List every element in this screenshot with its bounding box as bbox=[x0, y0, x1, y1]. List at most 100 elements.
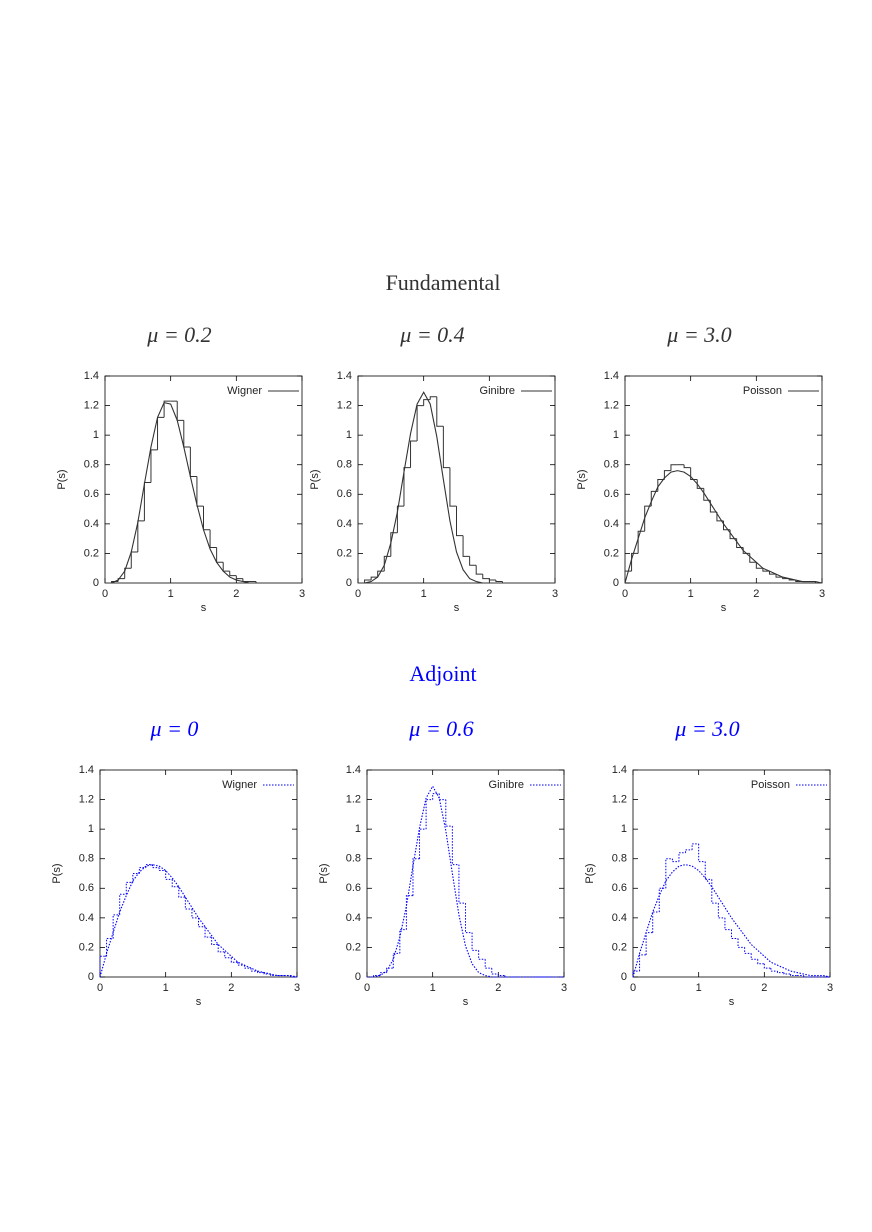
x-tick-label: 3 bbox=[299, 588, 305, 600]
histogram-bin bbox=[224, 951, 232, 959]
plot-frame bbox=[104, 375, 303, 584]
x-tick-label: 3 bbox=[819, 588, 825, 600]
y-tick-label: 0.8 bbox=[84, 459, 99, 471]
histogram-bin bbox=[217, 944, 225, 953]
y-tick-label: 0.2 bbox=[604, 547, 619, 559]
y-tick-label: 0.6 bbox=[346, 882, 361, 894]
y-tick-label: 1.4 bbox=[84, 370, 99, 382]
y-tick-label: 0.8 bbox=[337, 459, 352, 471]
histogram-bin bbox=[685, 849, 693, 853]
x-tick-label: 2 bbox=[495, 982, 501, 994]
y-tick-label: 0.8 bbox=[604, 459, 619, 471]
legend-label: Poisson bbox=[743, 385, 782, 397]
y-tick-label: 0.4 bbox=[84, 518, 99, 530]
legend-label: Wigner bbox=[222, 779, 257, 791]
histogram-bin bbox=[132, 873, 140, 883]
histogram-bin bbox=[403, 467, 411, 507]
y-tick-label: 0.8 bbox=[346, 853, 361, 865]
histogram-bin bbox=[755, 562, 763, 569]
y-tick-label: 0.6 bbox=[604, 488, 619, 500]
histogram-bin bbox=[451, 826, 459, 866]
histogram-bin bbox=[130, 551, 138, 569]
histogram-bin bbox=[445, 799, 453, 827]
histogram-bin bbox=[392, 952, 400, 969]
y-tick-label: 0.2 bbox=[612, 941, 627, 953]
histogram-bin bbox=[783, 972, 791, 975]
histogram-bin bbox=[768, 571, 777, 575]
histogram-bin bbox=[711, 879, 719, 904]
y-tick-label: 0 bbox=[355, 971, 361, 983]
histogram-bin bbox=[211, 937, 219, 945]
chart-title: μ = 0.2 bbox=[146, 322, 211, 347]
plot-frame bbox=[624, 375, 823, 584]
histogram-bin bbox=[504, 975, 512, 978]
histogram-bin bbox=[690, 467, 698, 480]
curve bbox=[367, 785, 564, 978]
y-tick-label: 1.4 bbox=[604, 370, 619, 382]
chart-title: μ = 0.6 bbox=[408, 716, 473, 741]
x-tick-label: 2 bbox=[233, 588, 239, 600]
section-title: Fundamental bbox=[386, 270, 501, 295]
x-tick-label: 0 bbox=[630, 982, 636, 994]
x-tick-label: 0 bbox=[355, 588, 361, 600]
legend-label: Wigner bbox=[227, 385, 262, 397]
histogram-bin bbox=[163, 400, 171, 418]
histogram-bin bbox=[658, 887, 666, 912]
histogram-bin bbox=[495, 580, 503, 583]
curve bbox=[358, 391, 555, 584]
legend-label: Ginibre bbox=[489, 779, 524, 791]
histogram-bin bbox=[183, 420, 191, 448]
histogram-bin bbox=[196, 476, 204, 507]
histogram-bin bbox=[762, 568, 770, 572]
histogram-bin bbox=[432, 793, 440, 800]
histogram-bin bbox=[645, 932, 653, 955]
x-tick-label: 0 bbox=[102, 588, 108, 600]
histogram-bin bbox=[436, 396, 444, 427]
y-tick-label: 0.4 bbox=[604, 518, 619, 530]
histogram-bin bbox=[691, 843, 699, 850]
y-tick-label: 1 bbox=[613, 429, 619, 441]
y-tick-label: 1.2 bbox=[79, 793, 94, 805]
y-tick-label: 0.8 bbox=[79, 853, 94, 865]
plot-frame bbox=[357, 375, 556, 584]
histogram-bin bbox=[158, 867, 166, 872]
histogram-bin bbox=[176, 401, 184, 421]
histogram-bin bbox=[222, 562, 230, 572]
histogram-bin bbox=[776, 971, 785, 974]
x-tick-label: 2 bbox=[228, 982, 234, 994]
histogram-bin bbox=[665, 858, 673, 889]
curve bbox=[632, 864, 831, 978]
histogram-bin bbox=[491, 968, 499, 975]
x-tick-label: 3 bbox=[827, 982, 833, 994]
histogram-bin bbox=[405, 895, 413, 930]
y-tick-label: 0.8 bbox=[612, 853, 627, 865]
histogram-bin bbox=[698, 843, 706, 863]
legend-label: Ginibre bbox=[480, 385, 515, 397]
histogram-bin bbox=[671, 858, 679, 863]
histogram-bin bbox=[165, 870, 173, 880]
plot-frame bbox=[366, 769, 565, 978]
histogram-bin bbox=[731, 929, 739, 940]
histogram-bin bbox=[390, 532, 398, 557]
curve bbox=[624, 470, 823, 584]
histogram-bin bbox=[416, 405, 424, 442]
y-tick-label: 0.4 bbox=[346, 912, 361, 924]
histogram-bin bbox=[683, 464, 691, 469]
histogram-bin bbox=[396, 505, 404, 533]
histogram-bin bbox=[482, 574, 490, 580]
y-tick-label: 1 bbox=[346, 429, 352, 441]
histogram-bin bbox=[119, 893, 127, 915]
histogram-bin bbox=[157, 416, 165, 450]
histogram-bin bbox=[663, 470, 671, 480]
histogram-bin bbox=[763, 963, 771, 969]
x-tick-label: 2 bbox=[753, 588, 759, 600]
histogram-bin bbox=[150, 449, 158, 483]
histogram-bin bbox=[216, 547, 224, 563]
curve bbox=[105, 401, 302, 584]
section-title: Adjoint bbox=[409, 661, 476, 686]
y-axis-label: P(s) bbox=[576, 469, 588, 489]
histogram-bin bbox=[803, 975, 811, 978]
histogram-bin bbox=[204, 926, 212, 938]
